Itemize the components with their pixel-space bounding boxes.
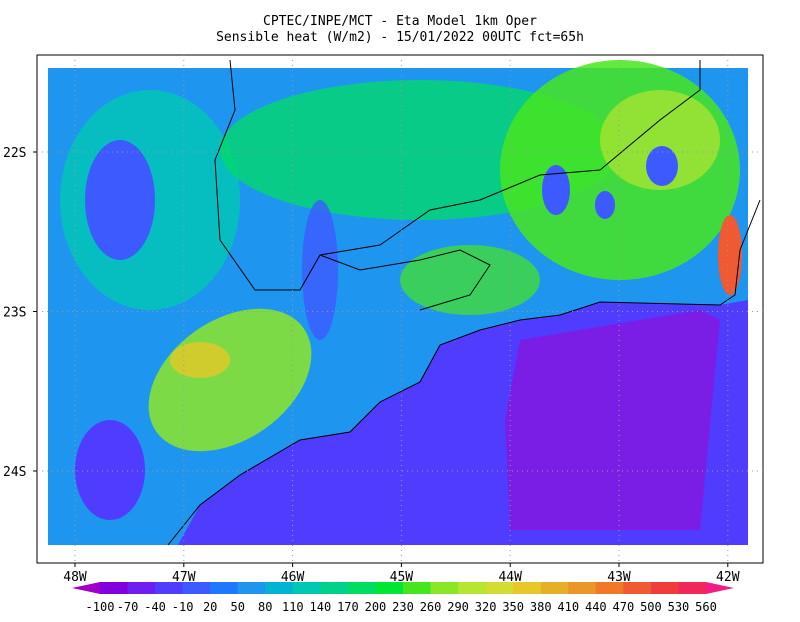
colorbar-box [513,582,542,594]
lon-label: 48W [63,570,87,585]
colorbar-label: -40 [144,600,166,614]
lon-label: 42W [716,570,740,585]
colorbar-box [650,582,679,594]
colorbar-label: 380 [530,600,552,614]
colorbar-box [403,582,432,594]
colorbar-label: 80 [258,600,272,614]
lat-label: 24S [3,465,26,480]
colorbar-box [210,582,239,594]
colorbar-label: 170 [337,600,359,614]
field-patch [400,245,540,315]
colorbar-box [485,582,514,594]
colorbar-label: 440 [585,600,607,614]
field-patch [595,191,615,219]
colorbar-box [375,582,404,594]
colorbar-box [265,582,294,594]
colorbar-box [540,582,569,594]
colorbar-box [623,582,652,594]
colorbar-label: 350 [502,600,524,614]
colorbar-label: 410 [557,600,579,614]
subtitle: Sensible heat (W/m2) - 15/01/2022 00UTC … [216,30,584,45]
colorbar-label: 320 [475,600,497,614]
colorbar-arrow [72,582,100,594]
colorbar-box [292,582,321,594]
lon-label: 47W [172,570,196,585]
lon-label: 45W [390,570,414,585]
state-border [319,249,491,311]
colorbar-label: -70 [117,600,139,614]
field-patch [75,420,145,520]
colorbar-box [237,582,266,594]
colorbar-box [182,582,211,594]
field-patch [302,200,338,340]
colorbar-box [320,582,349,594]
field-patch [718,215,742,295]
colorbar-box [155,582,184,594]
lat-label: 22S [3,146,26,161]
colorbar-label: 140 [310,600,332,614]
colorbar-label: 560 [695,600,717,614]
lon-label: 43W [607,570,631,585]
colorbar-box [100,582,129,594]
colorbar-label: 290 [447,600,469,614]
colorbar-box [430,582,459,594]
colorbar-box [678,582,707,594]
field-patch [85,140,155,260]
colorbar-label: 20 [203,600,217,614]
lon-label: 46W [281,570,305,585]
colorbar-box [595,582,624,594]
ocean-patch [505,310,720,530]
lat-label: 23S [3,306,26,321]
colorbar-box [458,582,487,594]
colorbar-box [347,582,376,594]
colorbar-box [568,582,597,594]
field-patch [600,90,720,190]
colorbar-label: 200 [365,600,387,614]
field-patch [646,146,678,186]
colorbar-label: 530 [668,600,690,614]
state-border [214,59,701,291]
field [48,60,748,545]
title: CPTEC/INPE/MCT - Eta Model 1km Oper [263,14,537,29]
colorbar-label: -10 [172,600,194,614]
lon-label: 44W [498,570,522,585]
colorbar-label: 50 [231,600,245,614]
field-patch [542,165,570,215]
colorbar-label: 230 [392,600,414,614]
field-patch [170,342,230,378]
colorbar-label: -100 [86,600,115,614]
colorbar-label: 470 [613,600,635,614]
colorbar-label: 260 [420,600,442,614]
colorbar-arrow [706,582,734,594]
colorbar-label: 110 [282,600,304,614]
colorbar-label: 500 [640,600,662,614]
colorbar-box [127,582,156,594]
